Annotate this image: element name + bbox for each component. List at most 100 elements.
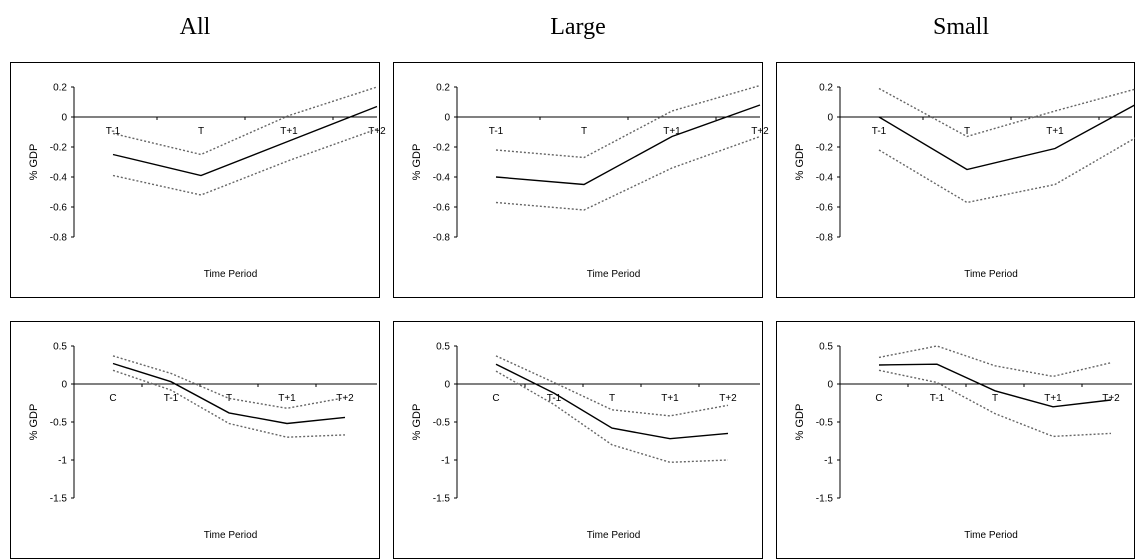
x-tick-label: T+1 [1044, 393, 1062, 404]
x-tick-label: T-1 [930, 393, 945, 404]
y-tick-label: -0.2 [50, 143, 68, 154]
x-tick-label: T+1 [661, 393, 679, 404]
y-axis-label: % GDP [794, 404, 806, 441]
series-line-band [112, 86, 378, 156]
y-tick-label: -0.8 [816, 233, 834, 244]
y-tick-label: -0.5 [50, 418, 68, 429]
chart-svg: 0.20-0.2-0.4-0.6-0.8T-1TT+1T+2% GDPTime … [794, 83, 1135, 280]
chart-svg: 0.5 0 -0.5 -1 -1.5 C T-1 T T+1 T+2 % GDP Time Perio… [794, 342, 1132, 541]
x-axis-label: Time Period [587, 269, 641, 280]
series-line-band [112, 369, 346, 438]
x-tick-label: T+1 [663, 126, 681, 137]
y-tick-label: 0 [444, 380, 450, 391]
series-line-estimate [112, 362, 346, 425]
y-tick-label: -1 [58, 456, 67, 467]
chart-panel-large-bottom: 0.5 0 -0.5 -1 -1.5 C T-1 T T+1 T+2 % GDP Time Perio… [393, 321, 763, 559]
column-title-large: Large [550, 14, 606, 40]
x-tick-label: T-1 [164, 393, 179, 404]
x-tick-label: T [581, 126, 587, 137]
y-tick-label: -0.5 [816, 418, 834, 429]
x-tick-label: T+1 [1046, 126, 1064, 137]
y-tick-label: 0 [444, 113, 450, 124]
x-axis-label: Time Period [964, 269, 1018, 280]
y-tick-label: 0 [827, 113, 833, 124]
series-line-band [495, 135, 761, 211]
y-tick-label: -0.4 [433, 173, 451, 184]
y-tick-label: -1 [441, 456, 450, 467]
chart-svg: 0.5 0 -0.5 -1 -1.5 C T-1 T T+1 T+2 % GDP Time Perio… [411, 342, 760, 541]
x-axis-label: Time Period [964, 530, 1018, 541]
x-axis-label: Time Period [587, 530, 641, 541]
x-tick-label: T [609, 393, 615, 404]
series-line-band [112, 128, 378, 196]
x-tick-label: T+2 [751, 126, 769, 137]
x-tick-label: T+1 [278, 393, 296, 404]
chart-panel-small-top: 0.20-0.2-0.4-0.6-0.8T-1TT+1T+2% GDPTime … [776, 62, 1135, 298]
y-tick-label: -0.2 [433, 143, 451, 154]
x-tick-label: C [109, 393, 116, 404]
series-line-band [878, 369, 1112, 438]
y-tick-label: 0 [61, 380, 67, 391]
x-tick-label: T [198, 126, 204, 137]
y-tick-label: 0.2 [819, 83, 833, 94]
y-tick-label: 0 [827, 380, 833, 391]
y-tick-label: -0.4 [816, 173, 834, 184]
x-tick-label: T-1 [106, 126, 121, 137]
y-axis-label: % GDP [411, 404, 423, 441]
y-axis-label: % GDP [794, 144, 806, 181]
series-line-band [495, 370, 729, 464]
chart-panel-all-top: 0.2 0 -0.2 -0.4 -0.6 -0.8 T-1 T T+1 T+2 % GDP Time … [10, 62, 386, 298]
x-tick-label: T+2 [1102, 393, 1120, 404]
y-tick-label: -0.4 [50, 173, 68, 184]
series-line-band [495, 84, 761, 159]
y-tick-label: -0.2 [816, 143, 834, 154]
series-line-estimate [495, 104, 761, 186]
x-axis-label: Time Period [204, 530, 258, 541]
x-tick-label: T-1 [872, 126, 887, 137]
y-tick-label: 0.5 [436, 342, 450, 353]
x-tick-label: T+2 [719, 393, 737, 404]
series-line-band [495, 355, 729, 417]
series-line-band [878, 345, 1112, 378]
x-tick-label: T+2 [368, 126, 386, 137]
y-axis-label: % GDP [411, 144, 423, 181]
y-axis-label: % GDP [28, 144, 40, 181]
y-tick-label: 0.2 [436, 83, 450, 94]
x-tick-label: T-1 [547, 393, 562, 404]
chart-panel-all-bottom: 0.5 0 -0.5 -1 -1.5 C T-1 T T+1 T+2 % GDP Time Perio… [10, 321, 380, 559]
y-tick-label: -1.5 [50, 494, 68, 505]
x-tick-label: T+2 [336, 393, 354, 404]
y-tick-label: -0.5 [433, 418, 451, 429]
column-title-small: Small [932, 14, 989, 40]
y-tick-label: -1 [824, 456, 833, 467]
series-line-band [878, 137, 1135, 204]
y-tick-label: -0.6 [433, 203, 451, 214]
y-tick-label: 0 [61, 113, 67, 124]
y-tick-label: 0.2 [53, 83, 67, 94]
column-title-all: All [179, 14, 211, 40]
x-tick-label: T [226, 393, 232, 404]
chart-svg: 0.5 0 -0.5 -1 -1.5 C T-1 T T+1 T+2 % GDP Time Perio… [28, 342, 377, 541]
x-tick-label: T [964, 126, 970, 137]
y-tick-label: 0.5 [819, 342, 833, 353]
y-tick-label: -1.5 [816, 494, 834, 505]
series-line-band [112, 355, 346, 410]
x-axis-label: Time Period [204, 269, 258, 280]
x-tick-label: C [875, 393, 882, 404]
y-tick-label: -1.5 [433, 494, 451, 505]
y-tick-label: -0.6 [816, 203, 834, 214]
y-tick-label: 0.5 [53, 342, 67, 353]
y-tick-label: -0.6 [50, 203, 68, 214]
series-line-estimate [878, 104, 1135, 171]
y-tick-label: -0.8 [433, 233, 451, 244]
x-tick-label: C [492, 393, 499, 404]
chart-panel-small-bottom: 0.5 0 -0.5 -1 -1.5 C T-1 T T+1 T+2 % GDP Time Perio… [776, 321, 1135, 559]
series-line-estimate [112, 105, 378, 177]
x-tick-label: T [992, 393, 998, 404]
y-axis-label: % GDP [28, 404, 40, 441]
series-line-estimate [878, 363, 1112, 408]
series-line-band [878, 87, 1135, 138]
series-line-estimate [495, 363, 729, 440]
